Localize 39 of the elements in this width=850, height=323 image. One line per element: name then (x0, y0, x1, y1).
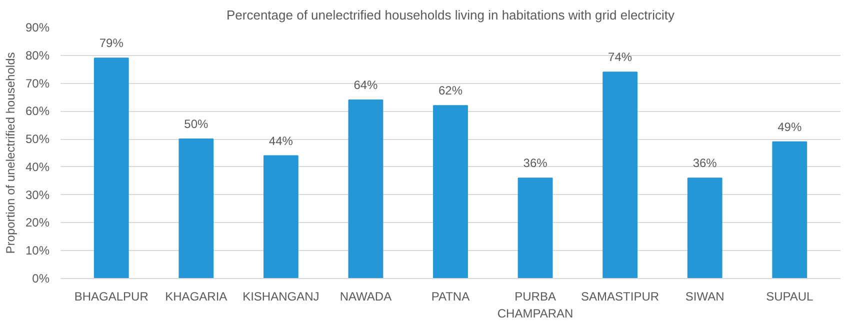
data-label: 79% (99, 36, 124, 50)
bar (687, 178, 722, 278)
bar (433, 105, 468, 278)
data-label: 50% (184, 117, 208, 132)
x-tick-label: SAMASTIPUR (581, 290, 660, 304)
y-tick-label: 30% (25, 188, 50, 202)
x-tick-label: KHAGARIA (165, 290, 228, 304)
bar (94, 58, 129, 278)
x-tick-label: BHAGALPUR (74, 290, 149, 304)
data-label: 62% (438, 84, 463, 98)
y-tick-label: 60% (25, 104, 50, 118)
x-tick-label: PATNA (431, 290, 470, 304)
y-tick-label: 90% (25, 20, 50, 34)
y-tick-label: 20% (25, 216, 50, 230)
y-tick-label: 10% (25, 244, 50, 258)
x-tick-label: KISHANGANJ (242, 290, 320, 304)
x-tick-label: PURBA CHAMPARAN (497, 290, 574, 320)
bar (518, 178, 553, 278)
y-tick-label: 80% (25, 48, 50, 62)
data-label: 36% (692, 156, 718, 170)
data-label: 74% (608, 50, 632, 64)
data-label: 64% (354, 78, 378, 92)
y-tick-label: 50% (25, 132, 50, 146)
bar (602, 72, 638, 278)
data-label: 36% (523, 156, 548, 170)
y-tick-label: 70% (25, 76, 50, 90)
y-tick-label: 0% (32, 272, 50, 286)
bar (348, 100, 384, 278)
x-tick-label: SIWAN (685, 290, 724, 304)
data-label: 49% (778, 120, 802, 134)
data-label: 44% (268, 134, 294, 148)
y-axis-title: Proportion of unelectrified households (3, 52, 18, 254)
x-tick-label: SUPAUL (766, 290, 814, 304)
bar (178, 138, 214, 278)
chart-title: Percentage of unelectrified households living in habitations with grid electricity (226, 8, 676, 22)
bar (772, 141, 808, 278)
x-tick-label: NAWADA (340, 290, 392, 304)
bar (263, 155, 298, 278)
y-tick-label: 40% (25, 160, 50, 174)
